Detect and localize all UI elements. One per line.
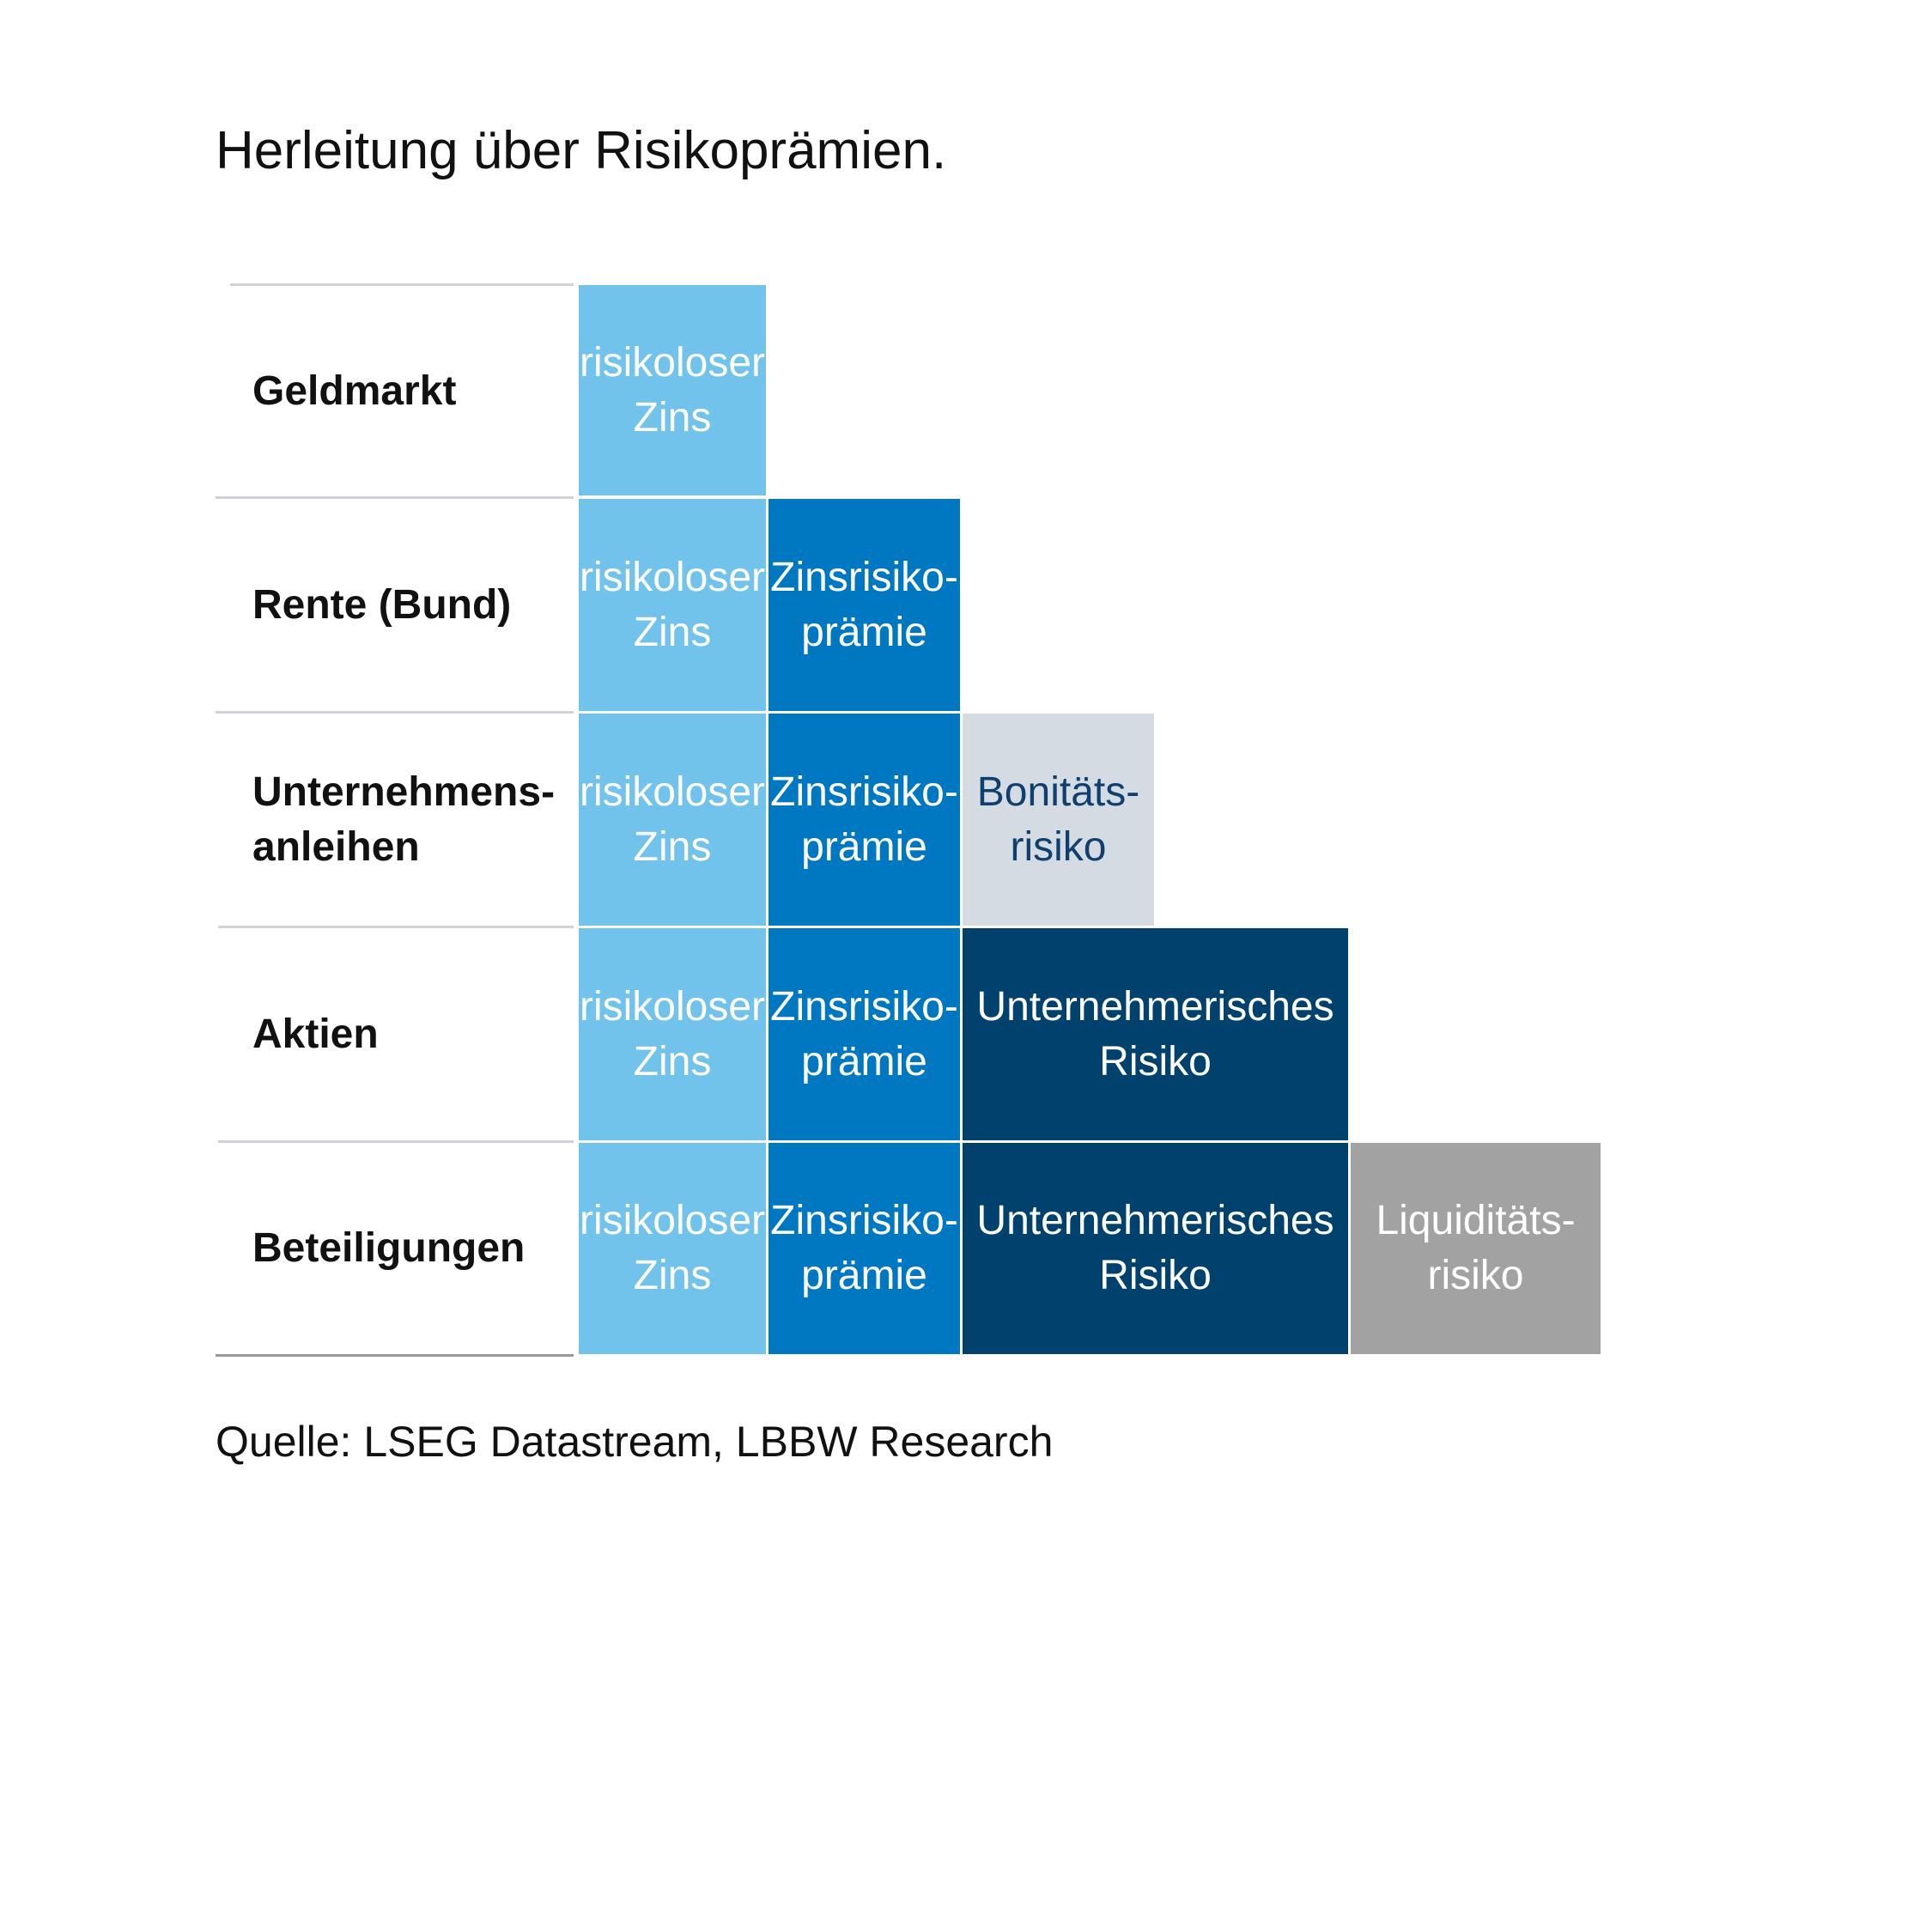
cell-zinsrisikopraemie: Zinsrisiko- prämie: [769, 928, 960, 1140]
cell-risikoloser-zins: risikoloser Zins: [579, 714, 766, 926]
cell-unternehmerisches-risiko: Unternehmerisches Risiko: [963, 1143, 1348, 1354]
row-label-geldmarkt: Geldmarkt: [252, 368, 457, 414]
row-divider: [216, 496, 574, 499]
cell-liquiditaetsrisiko: Liquiditäts- risiko: [1351, 1143, 1601, 1354]
row-divider: [218, 1140, 574, 1143]
cell-zinsrisikopraemie: Zinsrisiko- prämie: [769, 714, 960, 926]
row-divider: [230, 283, 574, 286]
cell-risikoloser-zins: risikoloser Zins: [579, 285, 766, 495]
row-label-beteiligungen: Beteiligungen: [252, 1225, 526, 1271]
row-label-unternehmensanleihen: Unternehmens- anleihen: [252, 769, 556, 870]
cell-risikoloser-zins: risikoloser Zins: [579, 499, 766, 711]
cell-risikoloser-zins: risikoloser Zins: [579, 1143, 766, 1354]
cell-unternehmerisches-risiko: Unternehmerisches Risiko: [963, 928, 1348, 1140]
cell-zinsrisikopraemie: Zinsrisiko- prämie: [769, 499, 960, 711]
row-divider: [218, 926, 574, 928]
cell-risikoloser-zins: risikoloser Zins: [579, 928, 766, 1140]
cell-zinsrisikopraemie: Zinsrisiko- prämie: [769, 1143, 960, 1354]
chart-title: Herleitung über Risikoprämien.: [216, 121, 947, 180]
cell-bonitaetsrisiko: Bonitäts- risiko: [963, 714, 1154, 926]
table-bottom-line: [216, 1354, 574, 1357]
row-divider: [216, 711, 574, 714]
row-label-rente: Rente (Bund): [252, 581, 512, 628]
row-label-aktien: Aktien: [252, 1011, 379, 1057]
source-note: Quelle: LSEG Datastream, LBBW Research: [216, 1418, 1054, 1466]
